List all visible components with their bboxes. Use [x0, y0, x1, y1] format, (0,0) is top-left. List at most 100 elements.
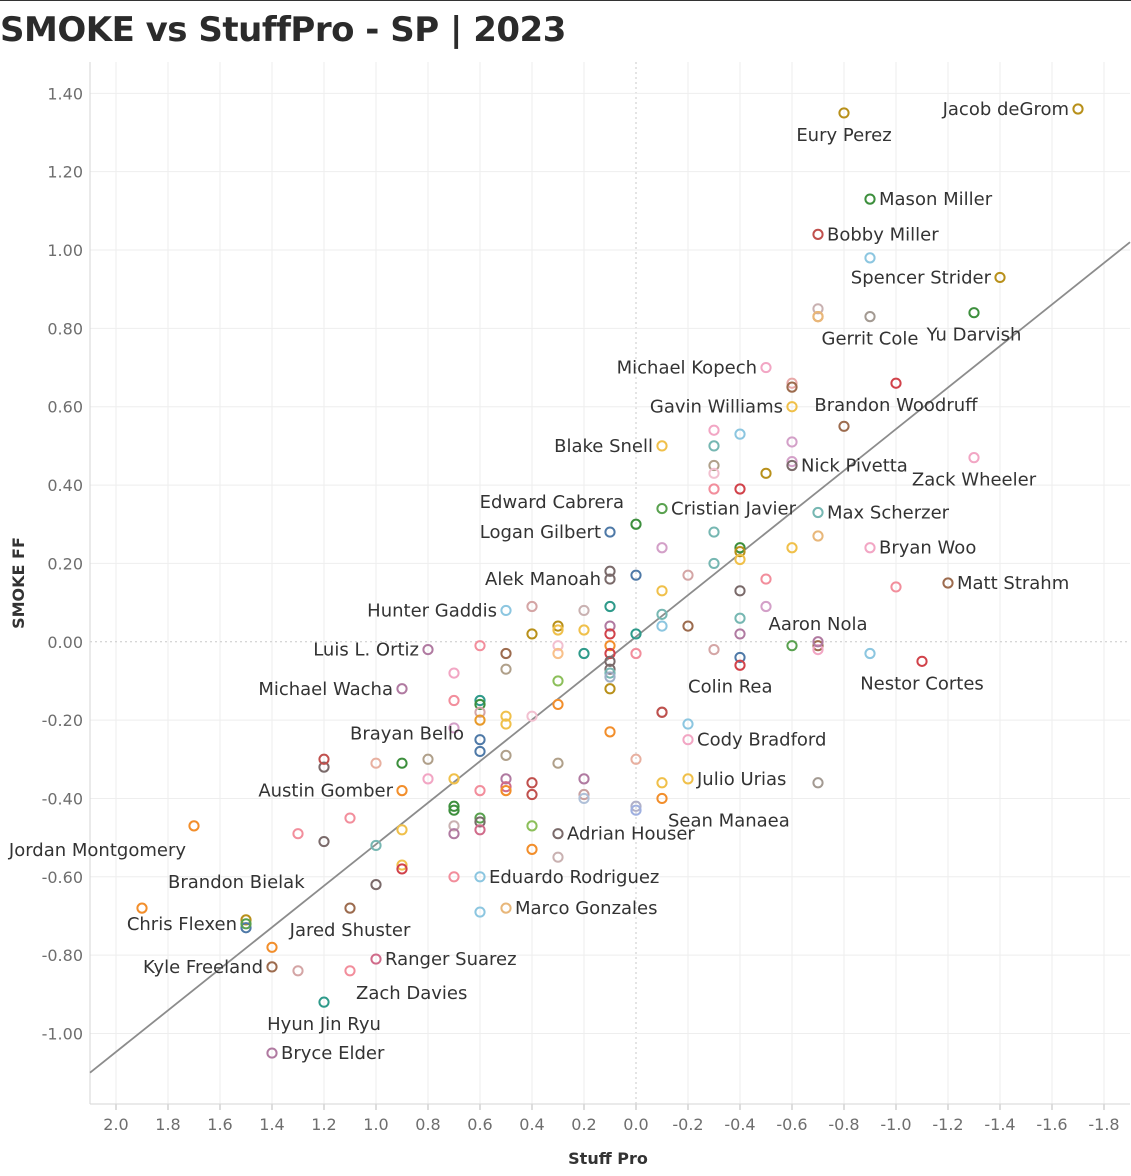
- data-point: [812, 636, 824, 648]
- data-point: [292, 828, 304, 840]
- data-point: [396, 859, 408, 871]
- data-point: [890, 377, 902, 389]
- data-point: [812, 303, 824, 315]
- data-point: [682, 718, 694, 730]
- x-tick-label: -1.8: [1088, 1115, 1119, 1134]
- data-point: [370, 953, 382, 965]
- data-point: [552, 620, 564, 632]
- y-tick-label: 1.20: [47, 163, 83, 182]
- data-point: [656, 440, 668, 452]
- data-point: [734, 553, 746, 566]
- data-point: [448, 722, 460, 734]
- data-point: [474, 785, 486, 797]
- point-label: Michael Wacha: [258, 679, 393, 700]
- data-point: [812, 643, 824, 656]
- data-point: [838, 107, 850, 119]
- point-label: Eduardo Rodriguez: [489, 867, 659, 888]
- data-point: [474, 734, 486, 746]
- data-point: [604, 628, 616, 640]
- data-point: [968, 452, 980, 464]
- data-point: [344, 965, 356, 977]
- data-point: [630, 569, 642, 581]
- data-point: [708, 424, 720, 436]
- data-point: [474, 871, 486, 883]
- data-point: [552, 640, 564, 652]
- data-point: [604, 526, 616, 538]
- y-tick-label: 0.20: [47, 554, 83, 573]
- point-label: Bryan Woo: [879, 538, 976, 559]
- point-label: Zach Davies: [356, 983, 467, 1004]
- data-point: [552, 828, 564, 840]
- x-tick-label: -1.0: [880, 1115, 911, 1134]
- data-point: [708, 459, 720, 472]
- data-point: [396, 824, 408, 836]
- data-point: [604, 647, 616, 660]
- data-point: [656, 792, 668, 805]
- data-point: [422, 643, 434, 656]
- data-point: [578, 624, 590, 636]
- point-label: Cristian Javier: [671, 499, 797, 520]
- x-tick-label: 1.0: [363, 1115, 388, 1134]
- data-point: [708, 483, 720, 495]
- data-point: [604, 565, 616, 577]
- data-point: [604, 573, 616, 585]
- data-point: [318, 835, 330, 848]
- data-point: [266, 961, 278, 973]
- data-point: [812, 640, 824, 652]
- point-label: Cody Bradford: [697, 730, 826, 751]
- data-point: [318, 753, 330, 765]
- point-label: Michael Kopech: [617, 358, 757, 379]
- data-point: [708, 643, 720, 656]
- data-point: [474, 745, 486, 758]
- x-tick-label: 2.0: [103, 1115, 128, 1134]
- point-label: Kyle Freeland: [143, 957, 263, 978]
- data-point: [604, 667, 616, 679]
- y-tick-label: 0.60: [47, 398, 83, 417]
- data-point: [552, 624, 564, 636]
- data-point: [240, 922, 252, 934]
- data-point: [838, 420, 850, 432]
- data-point: [864, 252, 876, 264]
- data-point: [552, 675, 564, 687]
- data-point: [448, 804, 460, 816]
- data-point: [734, 612, 746, 624]
- point-label: Chris Flexen: [127, 914, 237, 935]
- data-point: [240, 914, 252, 926]
- data-point: [656, 502, 668, 515]
- data-point: [734, 428, 746, 440]
- data-point: [682, 734, 694, 746]
- x-tick-label: 1.4: [259, 1115, 284, 1134]
- data-point: [526, 820, 538, 832]
- data-point: [760, 600, 772, 613]
- data-point: [474, 694, 486, 707]
- data-point: [604, 600, 616, 613]
- data-point: [500, 710, 512, 722]
- data-point: [734, 546, 746, 558]
- data-point: [630, 753, 642, 765]
- axes-layer: 2.0 1.8 1.6 1.4 1.2 1.0 0.8 0.6 0.4 0.2 0.0 -0.2 -0.…: [42, 62, 1130, 1134]
- data-point: [526, 710, 538, 722]
- data-point: [188, 820, 200, 832]
- point-label: Logan Gilbert: [480, 522, 601, 543]
- data-point: [396, 757, 408, 769]
- data-point: [812, 311, 824, 323]
- data-point: [708, 526, 720, 538]
- chart-title: SMOKE vs StuffPro - SP | 2023: [0, 10, 566, 50]
- data-point: [942, 577, 954, 589]
- data-point: [630, 800, 642, 812]
- data-point: [916, 655, 928, 667]
- point-label: Nick Pivetta: [801, 455, 908, 476]
- data-point: [786, 640, 798, 652]
- data-point: [786, 377, 798, 389]
- x-tick-label: 0.8: [415, 1115, 440, 1134]
- x-tick-label: 0.0: [623, 1115, 648, 1134]
- data-point: [812, 777, 824, 789]
- data-point: [1072, 103, 1084, 115]
- point-label: Brayan Bello: [350, 723, 464, 744]
- point-label: Gavin Williams: [650, 397, 783, 418]
- data-point: [474, 640, 486, 652]
- y-tick-label: 0.80: [47, 319, 83, 338]
- data-point: [552, 698, 564, 711]
- data-point: [526, 843, 538, 855]
